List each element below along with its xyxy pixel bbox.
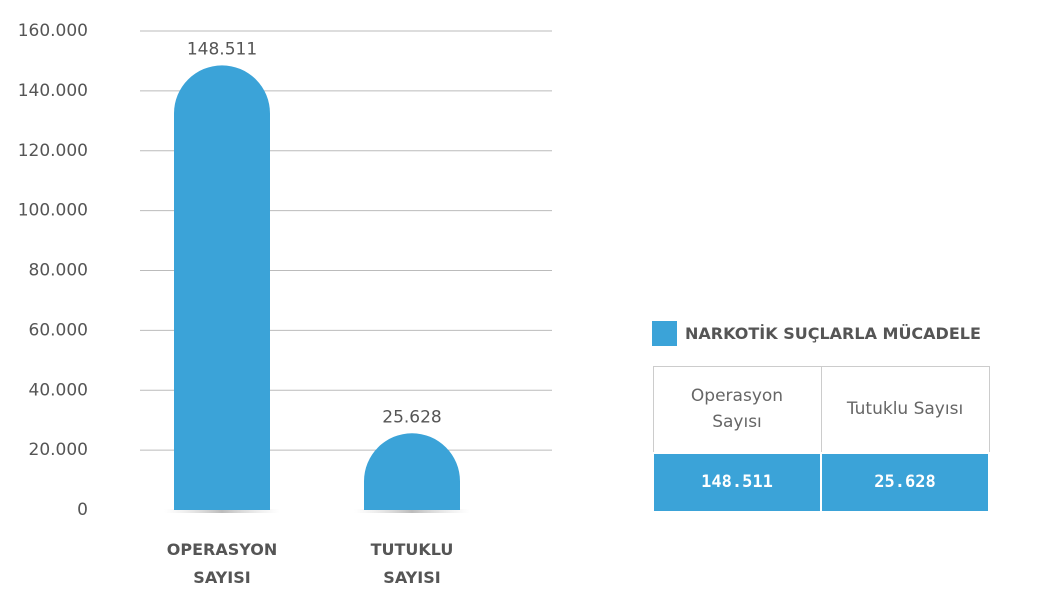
table-row: 148.511 25.628 xyxy=(652,451,990,511)
y-tick-label: 20.000 xyxy=(29,440,88,460)
y-tick-label: 0 xyxy=(77,500,88,520)
value-label: 25.628 xyxy=(382,407,441,427)
value-label: 148.511 xyxy=(187,39,257,59)
legend-label: NARKOTİK SUÇLARLA MÜCADELE xyxy=(685,324,981,343)
bar-shadow xyxy=(164,509,280,513)
bar xyxy=(174,65,270,510)
table-header: Tutuklu Sayısı xyxy=(820,366,990,453)
y-tick-label: 40.000 xyxy=(29,380,88,400)
y-tick-label: 60.000 xyxy=(29,320,88,340)
table-header: Operasyon Sayısı xyxy=(652,366,822,453)
legend: NARKOTİK SUÇLARLA MÜCADELE xyxy=(652,321,981,346)
y-tick-label: 160.000 xyxy=(18,21,88,41)
table-cell: 148.511 xyxy=(652,451,822,511)
y-tick-label: 140.000 xyxy=(18,81,88,101)
table-header-row: Operasyon Sayısı Tutuklu Sayısı xyxy=(652,366,990,453)
y-tick-label: 80.000 xyxy=(29,261,88,281)
y-tick-label: 100.000 xyxy=(18,201,88,221)
x-tick-label: OPERASYON SAYISI xyxy=(166,540,278,587)
table-cell: 25.628 xyxy=(820,451,990,511)
bar-shadow xyxy=(354,509,470,513)
x-tick-label: TUTUKLU SAYISI xyxy=(370,540,454,587)
legend-swatch xyxy=(652,321,677,346)
bar xyxy=(364,433,460,510)
summary-table: Operasyon Sayısı Tutuklu Sayısı 148.511 25… xyxy=(652,366,990,511)
y-tick-label: 120.000 xyxy=(18,141,88,161)
